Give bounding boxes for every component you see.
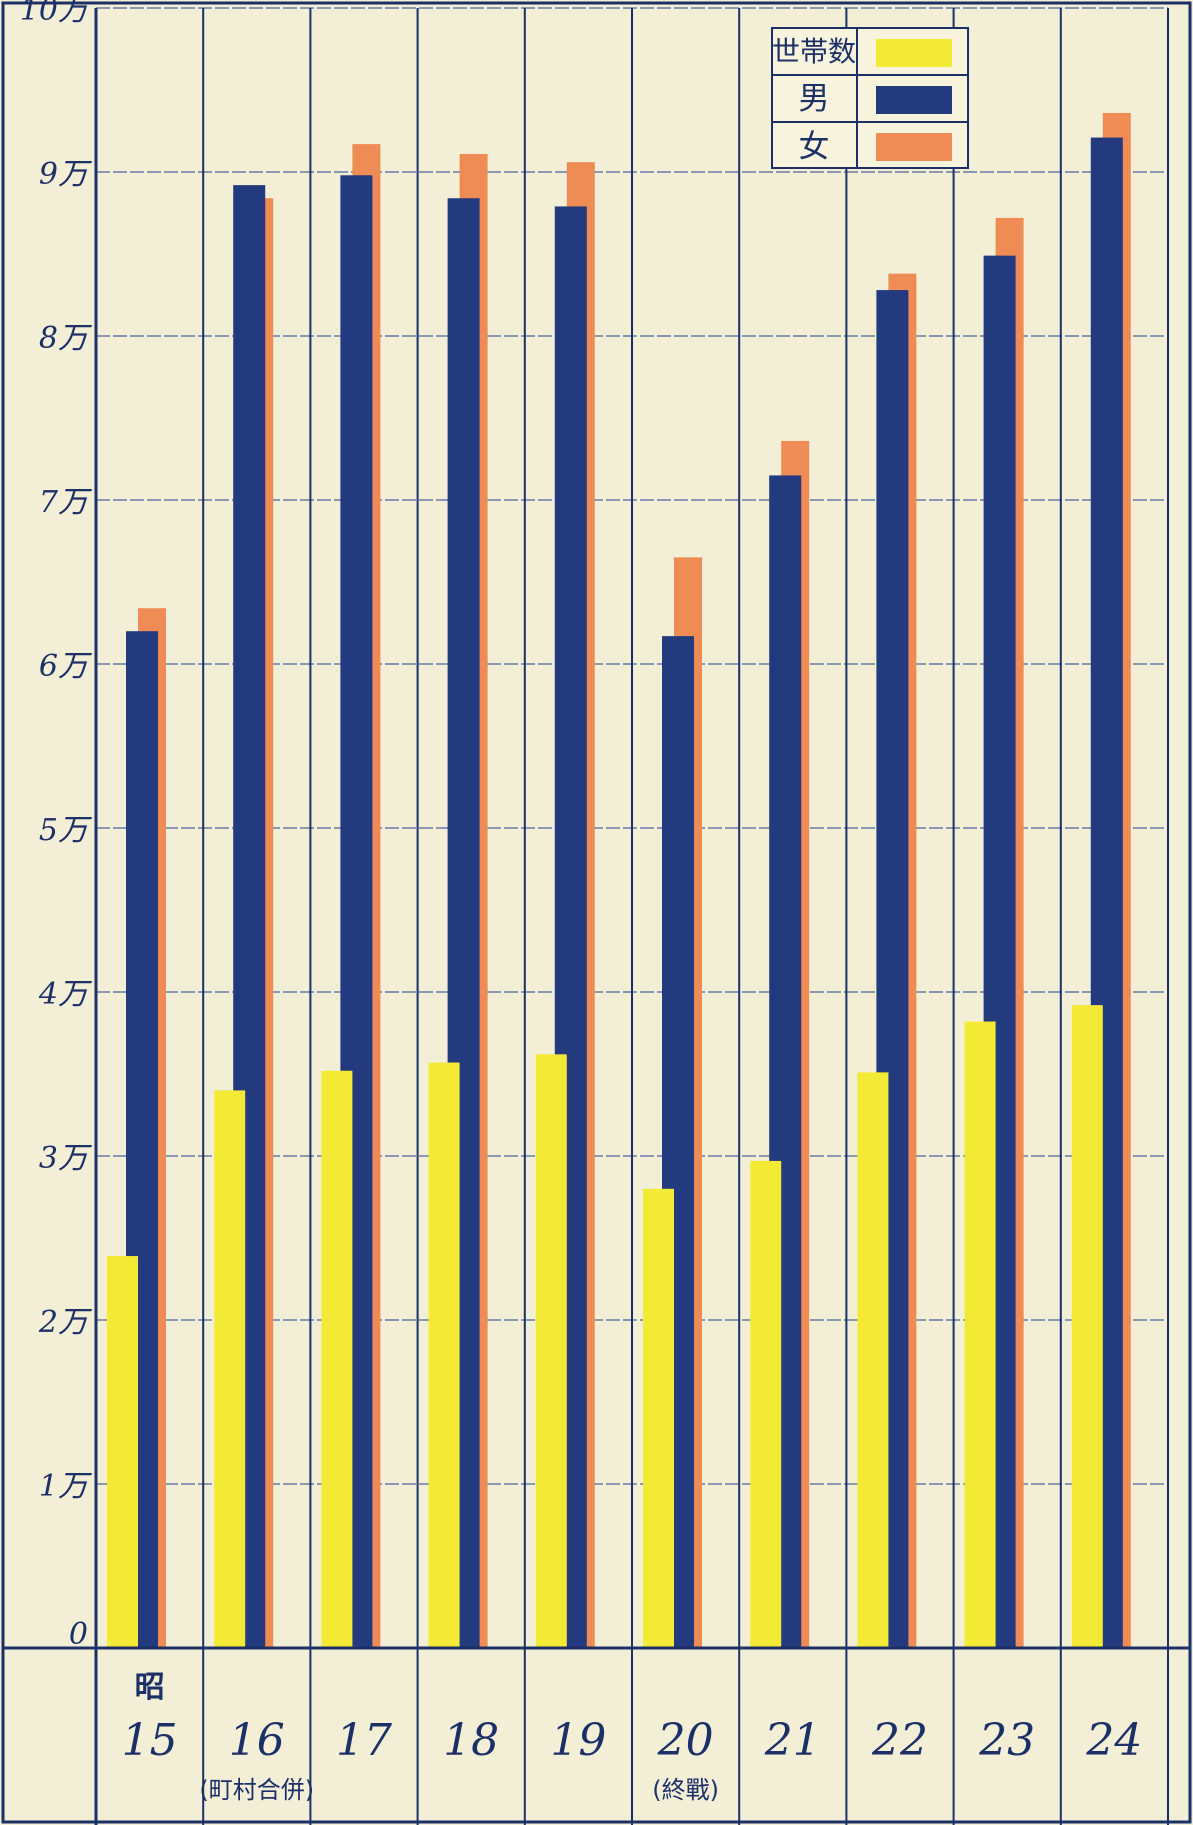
bar-households [321,1070,353,1648]
bar-layer [107,112,1131,1649]
bar-households [214,1090,246,1648]
legend-swatch-households [876,39,952,67]
y-tick-label: 1万 [39,1469,92,1504]
y-tick-label: 7万 [39,485,92,520]
x-tick-label: 22 [871,1715,928,1766]
bar-households [428,1062,460,1648]
bar-households [643,1188,674,1648]
bar-households [1071,1005,1103,1648]
y-tick-label: 0 [69,1617,88,1652]
legend: 世帯数 男 女 [771,27,969,169]
y-tick-label: 2万 [38,1305,92,1340]
x-tick-label: 16 [229,1715,285,1766]
x-era-label: 昭 [135,1670,165,1705]
x-tick-label: 15 [122,1715,178,1766]
bar-households [750,1160,782,1648]
legend-label-male: 男 [799,81,830,117]
x-tick-label: 20 [657,1715,714,1766]
x-category-note: (町村合併) [199,1776,314,1804]
y-tick-label: 8万 [39,321,92,356]
x-tick-label: 23 [978,1715,1035,1766]
legend-swatch-male [876,86,952,114]
x-tick-label: 19 [550,1715,606,1766]
bar-households [857,1072,889,1648]
y-tick-label: 10万 [20,0,92,28]
bar-households [535,1054,567,1648]
bar-households [964,1021,996,1648]
y-tick-label: 9万 [39,157,92,192]
legend-label-female: 女 [799,129,830,165]
legend-label-households: 世帯数 [772,35,856,68]
x-tick-label: 24 [1085,1715,1142,1766]
y-tick-label: 4万 [38,977,92,1012]
y-tick-label: 5万 [39,813,92,848]
x-tick-label: 21 [764,1715,821,1766]
x-tick-label: 18 [443,1715,499,1766]
grid-layer [95,7,1169,1825]
x-category-note: (終戰) [652,1776,719,1804]
y-tick-label: 3万 [39,1141,92,1176]
bar-households [107,1256,138,1648]
x-tick-label: 17 [336,1715,392,1766]
y-tick-label: 6万 [39,649,92,684]
legend-swatch-female [876,133,952,161]
